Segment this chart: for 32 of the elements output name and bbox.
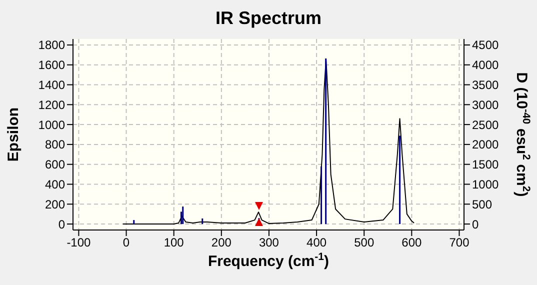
x-tick-label: 600 [402, 236, 422, 250]
x-tick-label: 300 [258, 236, 280, 250]
y-tick-label: 1600 [38, 58, 66, 72]
y-tick-label: 800 [44, 138, 66, 152]
x-tick-label: 700 [449, 236, 470, 250]
x-tick-label: -100 [66, 236, 92, 250]
y2-tick-label: 1000 [472, 178, 500, 192]
x-tick-label: 200 [211, 236, 232, 250]
x-tick-label: 500 [354, 236, 374, 250]
y2-tick-label: 2000 [472, 138, 500, 152]
y-tick-label: 1200 [38, 98, 66, 112]
chart-title: IR Spectrum [215, 8, 322, 28]
x-tick-label: 0 [122, 236, 130, 250]
y2-tick-label: 2500 [472, 118, 500, 132]
y-tick-label: 1400 [38, 78, 66, 92]
x-tick-label: 100 [164, 236, 184, 250]
x-tick-label: 400 [306, 236, 327, 250]
y2-tick-label: 3000 [472, 98, 500, 112]
x-axis-title: Frequency (cm$^{-1}$) [208, 251, 330, 270]
y-tick-label: 200 [44, 197, 66, 212]
y2-tick-label: 3500 [472, 78, 500, 92]
y-tick-label: 1800 [38, 38, 66, 52]
y2-tick-label: 1500 [472, 158, 500, 172]
y2-tick-label: 0 [472, 217, 479, 232]
y-tick-label: 0 [58, 217, 66, 232]
y2-tick-label: 500 [472, 197, 492, 212]
y-tick-label: 400 [44, 178, 66, 192]
y-tick-label: 1000 [38, 118, 66, 132]
y2-tick-label: 4000 [472, 58, 500, 72]
y-tick-label: 600 [44, 158, 66, 172]
y-axis-title: Epsilon [5, 107, 22, 162]
y2-tick-label: 4500 [472, 38, 500, 52]
